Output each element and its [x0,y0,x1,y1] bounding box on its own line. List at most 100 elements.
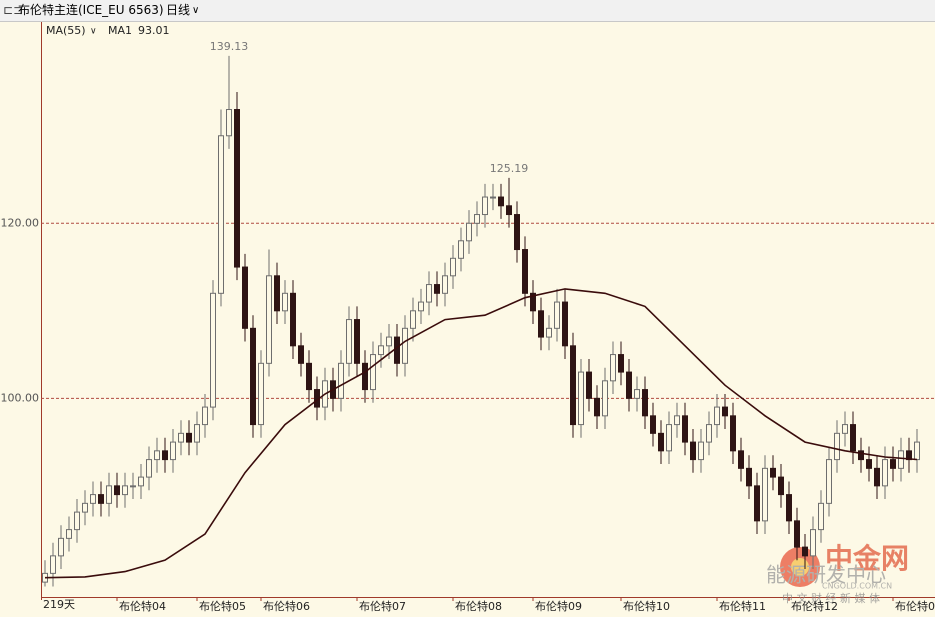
candle-body [890,459,896,469]
period-selector[interactable]: 日线 [166,3,191,17]
candle-body [546,327,552,338]
candle-body [578,371,584,426]
candle-body [282,292,288,312]
indicator-dropdown[interactable]: ∨ [90,27,97,37]
candle-body [210,292,216,408]
candle-body [794,520,800,548]
symbol-selector[interactable]: 布伦特主连(ICE_EU 6563) [18,3,164,17]
candle-body [258,362,264,426]
candle-body [730,415,736,452]
candle-body [514,214,520,251]
period-dropdown[interactable]: ∨ [192,5,200,16]
candle-body [74,511,80,531]
candle-body [106,485,112,504]
candle-body [58,537,64,557]
candle-body [506,205,512,216]
candle-body [226,109,232,137]
candle-body [690,441,696,461]
candle-body [394,336,400,364]
high-annotation: 125.19 [490,162,529,175]
x-tick-label: 布伦特11 [719,599,766,613]
candle-body [138,476,144,487]
candle-body [178,432,184,443]
candle-body [66,529,72,539]
candle-body [882,459,888,487]
candle-body [818,502,824,531]
candle-body [458,240,464,259]
candle-body [234,109,240,268]
candle-body [418,301,424,312]
candle-body [842,424,848,434]
candle-body [218,135,224,294]
candle-body [346,319,352,364]
watermark: 中金网 CNGOLD.COM.CN 中 文 财 经 新 媒 体 能源研发中心 [766,542,909,605]
candle-body [186,432,192,443]
candle-body [146,459,152,478]
x-tick-label: 布伦特10 [623,599,670,613]
candle-body [866,459,872,469]
candle-body [498,196,504,207]
candle-body [250,327,256,426]
candle-body [642,389,648,417]
candle-body [714,406,720,426]
candle-body [874,467,880,487]
menu-icon[interactable]: ⊏⊐ [3,3,24,17]
ma-legend-value: 93.01 [138,24,170,37]
candle-body [626,371,632,399]
x-tick-label: 布伦特08 [455,599,502,613]
x-tick-label: 布伦特12 [791,599,838,613]
candle-body [698,441,704,461]
watermark-slogan: 中 文 财 经 新 媒 体 [782,591,880,605]
candle-body [826,459,832,504]
candle-body [442,275,448,294]
candle-body [114,485,120,496]
candle-body [386,336,392,347]
candle-body [298,345,304,364]
candle-body [650,415,656,434]
candle-body [370,354,376,391]
candle-body [410,310,416,329]
candle-body [338,362,344,399]
candle-body [130,485,136,488]
candle-body [426,284,432,303]
candle-body [474,214,480,224]
candle-body [594,397,600,417]
candle-body [610,354,616,382]
candle-body [658,432,664,452]
candle-body [482,196,488,216]
candle-body [378,345,384,356]
candle-body [674,415,680,426]
x-tick-label: 布伦特06 [263,599,310,613]
candle-body [778,476,784,496]
candle-body [194,424,200,443]
candle-body [98,494,104,504]
candle-body [706,424,712,443]
candle-body [810,529,816,557]
candle-body [450,257,456,277]
candle-body [738,450,744,469]
candle-body [666,424,672,452]
candle-body [570,345,576,426]
candle-body [858,450,864,461]
candle-body [170,441,176,461]
candle-body [266,275,272,364]
indicator-label[interactable]: MA(55) [46,24,86,37]
watermark-site: CNGOLD.COM.CN [822,582,892,591]
candle-body [242,266,248,329]
watermark-brand: 中金网 [825,542,909,575]
candle-body [834,432,840,461]
candle-body [466,222,472,242]
candle-body [562,301,568,347]
high-annotation: 139.13 [210,40,249,53]
candle-body [898,450,904,469]
candle-body [802,546,808,557]
candle-body [402,327,408,364]
candle-body [202,406,208,426]
candle-body [762,467,768,522]
period-label: 219天 [43,598,75,611]
ma-legend-name: MA1 [108,24,132,37]
candle-body [522,249,528,294]
